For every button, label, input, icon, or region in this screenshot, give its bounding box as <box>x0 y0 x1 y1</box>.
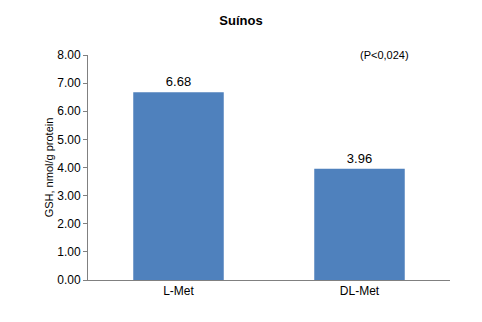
svg-text:GSH, nmol/g protein: GSH, nmol/g protein <box>43 118 55 218</box>
svg-text:6.00: 6.00 <box>57 104 81 118</box>
svg-text:4.00: 4.00 <box>57 161 81 175</box>
svg-text:5.00: 5.00 <box>57 133 81 147</box>
svg-text:0.00: 0.00 <box>57 273 81 287</box>
svg-text:7.00: 7.00 <box>57 76 81 90</box>
svg-text:Suínos: Suínos <box>219 13 262 28</box>
svg-text:3.96: 3.96 <box>347 151 372 166</box>
svg-text:1.00: 1.00 <box>57 245 81 259</box>
svg-text:8.00: 8.00 <box>57 48 81 62</box>
svg-text:6.68: 6.68 <box>166 74 191 89</box>
svg-text:DL-Met: DL-Met <box>340 284 380 298</box>
svg-text:(P<0,024): (P<0,024) <box>360 49 409 61</box>
svg-text:2.00: 2.00 <box>57 217 81 231</box>
svg-text:3.00: 3.00 <box>57 189 81 203</box>
svg-text:L-Met: L-Met <box>163 284 194 298</box>
